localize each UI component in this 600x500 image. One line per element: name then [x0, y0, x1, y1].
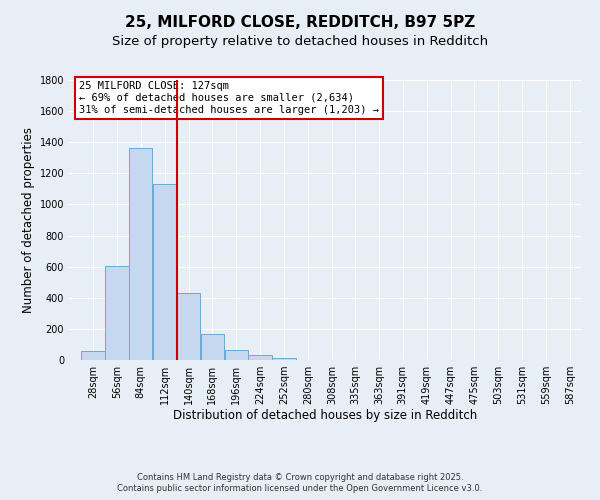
Text: Contains HM Land Registry data © Crown copyright and database right 2025.: Contains HM Land Registry data © Crown c… [137, 472, 463, 482]
Bar [248, 354, 272, 360]
Bar [81, 352, 104, 360]
Text: Contains public sector information licensed under the Open Government Licence v3: Contains public sector information licen… [118, 484, 482, 493]
Bar [129, 148, 152, 360]
Bar [153, 184, 176, 360]
Text: 25, MILFORD CLOSE, REDDITCH, B97 5PZ: 25, MILFORD CLOSE, REDDITCH, B97 5PZ [125, 15, 475, 30]
Text: 25 MILFORD CLOSE: 127sqm
← 69% of detached houses are smaller (2,634)
31% of sem: 25 MILFORD CLOSE: 127sqm ← 69% of detach… [79, 82, 379, 114]
Bar [177, 293, 200, 360]
Text: Size of property relative to detached houses in Redditch: Size of property relative to detached ho… [112, 35, 488, 48]
X-axis label: Distribution of detached houses by size in Redditch: Distribution of detached houses by size … [173, 408, 478, 422]
Bar [105, 266, 128, 360]
Bar [272, 358, 296, 360]
Bar [200, 334, 224, 360]
Bar [224, 350, 248, 360]
Y-axis label: Number of detached properties: Number of detached properties [22, 127, 35, 313]
